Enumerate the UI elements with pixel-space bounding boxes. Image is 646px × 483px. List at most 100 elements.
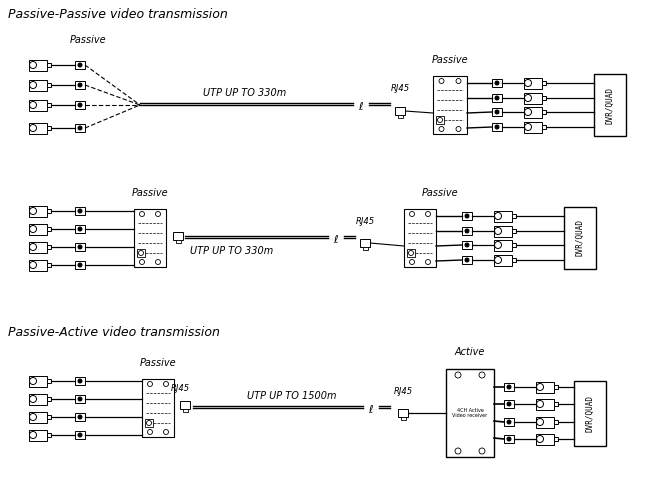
Bar [75,61,85,69]
Circle shape [30,261,37,269]
Text: RJ45: RJ45 [355,217,375,226]
Circle shape [147,429,152,435]
Text: $\ell$: $\ell$ [333,233,339,245]
Bar [29,59,47,71]
Bar [512,214,516,218]
Bar [360,239,370,247]
Bar [47,103,51,107]
Text: RJ45: RJ45 [171,384,189,393]
Bar [492,79,502,87]
Bar [29,429,47,440]
Circle shape [525,80,532,86]
Bar [47,227,51,231]
Circle shape [30,208,37,214]
Text: DVR/QUAD: DVR/QUAD [585,395,594,431]
Circle shape [78,63,82,67]
Circle shape [536,400,543,408]
Bar [433,76,467,134]
Bar [47,433,51,437]
Bar [47,397,51,401]
Bar [404,209,436,267]
Circle shape [507,437,511,441]
Bar [536,434,554,444]
Bar [401,417,406,420]
Circle shape [30,125,37,131]
Bar [29,259,47,270]
Bar [462,212,472,220]
Bar [407,249,415,257]
Text: Passive: Passive [132,188,169,198]
Bar [397,115,402,118]
Bar [536,382,554,393]
Bar [512,229,516,233]
Text: Passive: Passive [70,35,107,45]
Text: Passive: Passive [140,358,176,368]
Circle shape [30,61,37,69]
Circle shape [140,259,145,265]
Bar [524,77,542,88]
Circle shape [536,436,543,442]
Text: UTP UP TO 1500m: UTP UP TO 1500m [247,391,337,401]
Circle shape [78,397,82,401]
Bar [542,110,546,114]
Bar [47,263,51,267]
Circle shape [410,259,415,265]
Circle shape [30,101,37,109]
Text: DVR/QUAD: DVR/QUAD [605,86,614,124]
Text: Active: Active [455,347,485,357]
Bar [75,377,85,385]
Bar [398,409,408,417]
Circle shape [78,227,82,231]
Circle shape [147,382,152,386]
Circle shape [78,83,82,87]
Circle shape [426,259,430,265]
Bar [536,398,554,410]
Bar [524,106,542,117]
Bar [494,211,512,222]
Bar [75,124,85,132]
Circle shape [439,79,444,84]
Bar [504,383,514,391]
Circle shape [495,81,499,85]
Circle shape [525,124,532,130]
Circle shape [536,384,543,390]
Circle shape [78,126,82,130]
Bar [462,256,472,264]
Circle shape [495,110,499,114]
Bar [492,108,502,116]
Circle shape [30,378,37,384]
Circle shape [494,256,501,264]
Bar [29,224,47,235]
Bar [142,379,174,437]
Circle shape [456,127,461,131]
Circle shape [156,212,160,216]
Bar [492,94,502,102]
Bar [29,412,47,423]
Circle shape [78,103,82,107]
Bar [492,123,502,131]
Circle shape [30,82,37,88]
Bar [47,126,51,130]
Circle shape [156,259,160,265]
Text: 4CH Active
Video receiver: 4CH Active Video receiver [452,408,488,418]
Text: $\ell$: $\ell$ [358,100,364,112]
Bar [542,125,546,129]
Circle shape [494,227,501,235]
Circle shape [138,251,143,256]
Bar [524,122,542,132]
Bar [180,401,190,409]
Bar [494,255,512,266]
Circle shape [30,431,37,439]
Circle shape [507,402,511,406]
Bar [29,394,47,404]
Text: Passive-Passive video transmission: Passive-Passive video transmission [8,8,228,21]
Bar [29,375,47,386]
Text: Passive-Active video transmission: Passive-Active video transmission [8,326,220,339]
Circle shape [78,379,82,383]
Circle shape [437,117,443,123]
Bar [446,369,494,457]
Bar [554,437,558,441]
Text: Passive: Passive [432,55,468,65]
Circle shape [507,385,511,389]
Bar [75,431,85,439]
